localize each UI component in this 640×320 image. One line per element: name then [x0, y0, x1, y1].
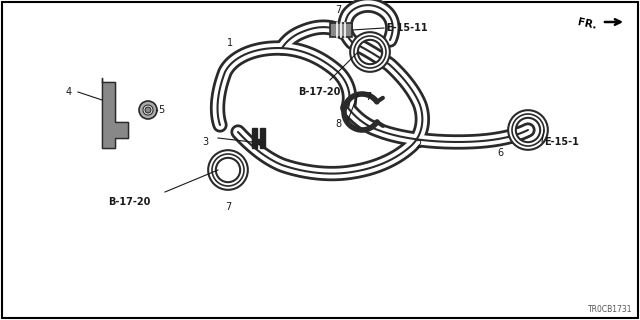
Text: 4: 4 — [66, 87, 72, 97]
Bar — [330, 23, 352, 37]
Text: B-17-20: B-17-20 — [108, 197, 150, 207]
Text: E-15-11: E-15-11 — [386, 23, 428, 33]
Text: 1: 1 — [227, 38, 233, 48]
Text: 7: 7 — [335, 5, 341, 15]
Circle shape — [145, 107, 151, 113]
Text: TR0CB1731: TR0CB1731 — [588, 305, 632, 314]
Bar — [260, 128, 265, 148]
Text: 8: 8 — [336, 119, 342, 129]
Text: 7: 7 — [365, 92, 371, 102]
Text: 2: 2 — [415, 140, 421, 150]
Text: 5: 5 — [158, 105, 164, 115]
Bar — [252, 128, 257, 148]
Text: 6: 6 — [497, 148, 503, 158]
Text: 7: 7 — [225, 202, 231, 212]
Bar — [252, 139, 264, 144]
Text: E-15-1: E-15-1 — [544, 137, 579, 147]
Circle shape — [143, 105, 153, 115]
Text: 3: 3 — [202, 137, 208, 147]
Text: FR.: FR. — [577, 17, 598, 31]
Polygon shape — [102, 78, 128, 148]
Circle shape — [139, 101, 157, 119]
Text: B-17-20: B-17-20 — [298, 87, 340, 97]
